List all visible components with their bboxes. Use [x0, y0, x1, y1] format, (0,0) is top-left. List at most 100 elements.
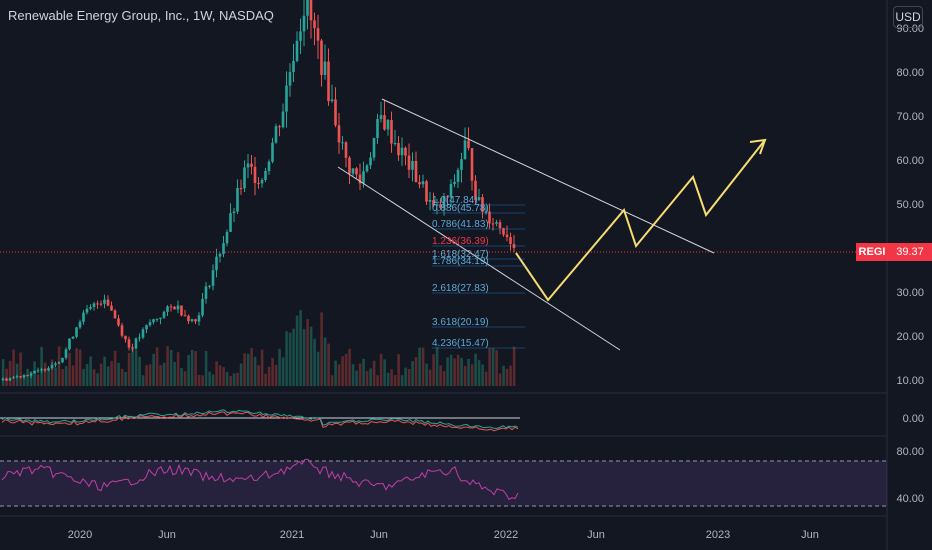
volume-bar: [211, 374, 215, 386]
price-tick-label: 30.00: [896, 287, 924, 299]
volume-bar: [71, 365, 75, 386]
fib-level-label: 2.618(27.83): [432, 283, 489, 294]
volume-bar: [131, 346, 134, 386]
volume-bar: [320, 312, 323, 386]
volume-bar: [218, 365, 222, 386]
volume-bar: [68, 352, 71, 386]
candle-body: [40, 369, 43, 371]
candle-body: [194, 319, 197, 322]
volume-bar: [386, 372, 390, 386]
candle-body: [239, 188, 243, 190]
candle-body: [71, 336, 75, 339]
candle-body: [22, 375, 26, 378]
volume-bar: [442, 371, 446, 386]
volume-bar: [159, 365, 162, 386]
volume-bar: [96, 373, 99, 386]
volume-bar: [208, 371, 211, 386]
volume-bar: [411, 361, 414, 386]
candle-body: [15, 376, 19, 378]
candle-body: [393, 143, 397, 145]
volume-bar: [222, 367, 225, 386]
fib-level-label: 0.886(45.78): [432, 203, 489, 214]
currency-button[interactable]: USD: [893, 6, 923, 28]
volume-bar: [316, 351, 320, 386]
volume-bar: [239, 363, 243, 386]
candle-body: [362, 171, 365, 184]
fib-level-label: 1.0(47.84): [432, 195, 478, 206]
volume-bar: [82, 368, 85, 386]
candle-body: [316, 28, 320, 41]
volume-bar: [229, 375, 232, 386]
candle-body: [89, 306, 92, 309]
candle-body: [439, 204, 442, 208]
candle-body: [8, 378, 12, 381]
candle-body: [449, 184, 453, 198]
candle-body: [278, 126, 281, 128]
candle-body: [379, 115, 383, 120]
candle-body: [495, 222, 498, 224]
volume-bar: [323, 337, 327, 386]
volume-bar: [274, 364, 278, 386]
candle-body: [78, 321, 82, 328]
candle-body: [481, 197, 484, 212]
candle-body: [187, 315, 190, 322]
volume-bar: [183, 371, 187, 386]
candle-body: [173, 306, 176, 310]
candle-body: [218, 253, 222, 257]
volume-bar: [372, 360, 376, 386]
candle-body: [425, 181, 428, 202]
volume-bar: [92, 369, 96, 386]
fib-level-label: 4.236(15.47): [432, 338, 489, 349]
candle-body: [222, 243, 225, 254]
candle-body: [92, 303, 96, 307]
price-tick-label: 70.00: [896, 111, 924, 123]
volume-bar: [57, 346, 61, 386]
candle-body: [470, 148, 474, 181]
fib-level-label: 1.618(32.47): [432, 249, 489, 260]
candle-body: [502, 228, 505, 235]
fib-level-label: 0.786(41.83): [432, 219, 489, 230]
volume-bar: [36, 374, 40, 386]
volume-bar: [257, 365, 260, 386]
volume-bar: [190, 349, 194, 386]
volume-bar: [194, 351, 197, 386]
volume-bar: [407, 369, 411, 386]
candle-body: [253, 166, 257, 183]
volume-bar: [449, 354, 453, 386]
candle-body: [421, 181, 425, 185]
candle-body: [442, 196, 446, 208]
volume-bar: [215, 361, 218, 386]
candle-body: [155, 318, 159, 320]
volume-bar: [43, 362, 47, 386]
volume-bar: [337, 364, 341, 386]
volume-bar: [155, 347, 159, 386]
candle-body: [29, 373, 33, 376]
volume-bar: [197, 374, 201, 386]
volume-bar: [334, 360, 337, 386]
volume-bar: [8, 360, 12, 386]
candle-body: [134, 338, 138, 349]
volume-bar: [428, 369, 432, 386]
chart-title: Renewable Energy Group, Inc., 1W, NASDAQ: [8, 8, 274, 23]
candle-body: [323, 61, 327, 75]
projection-arrowhead: [749, 138, 767, 155]
candle-body: [246, 163, 250, 168]
volume-bar: [260, 349, 264, 386]
volume-bar: [169, 349, 173, 386]
candle-body: [103, 299, 106, 304]
volume-bar: [187, 355, 190, 386]
volume-bar: [495, 350, 498, 386]
volume-bar: [1, 359, 5, 386]
candle-body: [477, 197, 481, 201]
volume-bar: [89, 356, 92, 386]
volume-bar: [481, 364, 484, 386]
candle-body: [243, 167, 246, 189]
volume-bar: [124, 372, 127, 386]
candle-body: [390, 120, 393, 144]
candle-body: [197, 315, 201, 322]
candle-body: [383, 115, 386, 130]
candle-body: [190, 319, 194, 322]
volume-bar: [491, 348, 495, 386]
volume-bar: [40, 346, 43, 386]
